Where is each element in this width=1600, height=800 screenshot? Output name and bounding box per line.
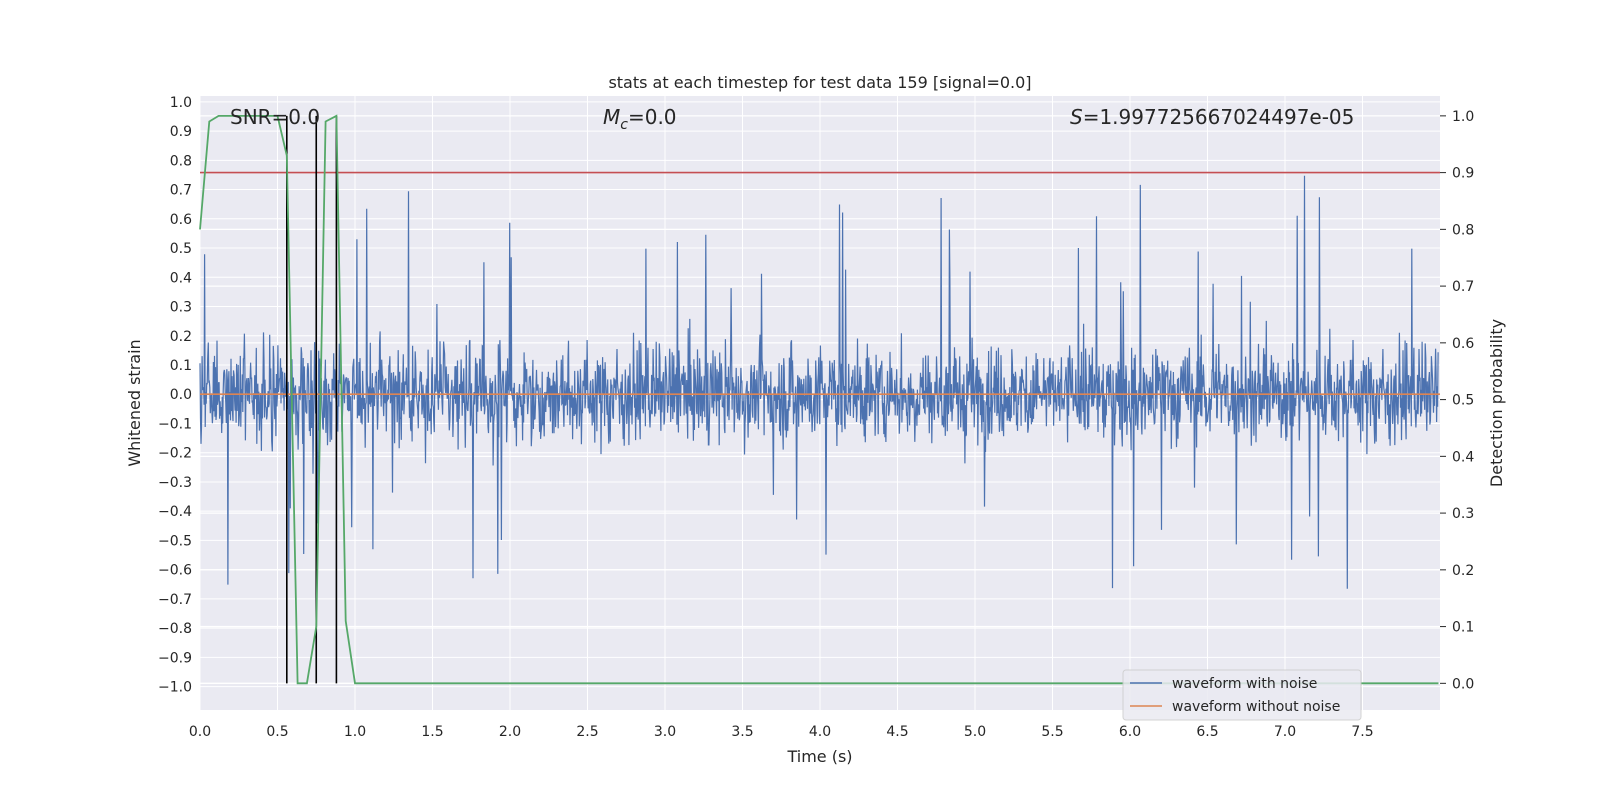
x-tick-label: 7.5 bbox=[1351, 724, 1373, 740]
x-tick-label: 5.5 bbox=[1041, 724, 1063, 740]
y-right-tick-label: 0.0 bbox=[1452, 676, 1474, 692]
y-left-tick-label: −0.3 bbox=[158, 475, 192, 491]
y-right-tick-label: 0.6 bbox=[1452, 336, 1474, 352]
y-left-tick-label: 1.0 bbox=[170, 95, 192, 111]
y-left-tick-label: 0.8 bbox=[170, 153, 192, 169]
s-annotation: S=1.997725667024497e-05 bbox=[1070, 105, 1354, 129]
y-axis-left-label: Whitened strain bbox=[125, 339, 144, 466]
x-tick-label: 7.0 bbox=[1274, 724, 1296, 740]
x-tick-label: 4.0 bbox=[809, 724, 831, 740]
x-tick-label: 3.0 bbox=[654, 724, 676, 740]
y-left-tick-label: −0.2 bbox=[158, 446, 192, 462]
waveform-with-noise-line bbox=[199, 175, 1439, 589]
legend: waveform with noise waveform without noi… bbox=[1122, 669, 1362, 721]
y-left-tick-label: 0.7 bbox=[170, 183, 192, 199]
y-left-tick-label: 0.6 bbox=[170, 212, 192, 228]
x-tick-label: 3.5 bbox=[731, 724, 753, 740]
x-tick-label: 5.0 bbox=[964, 724, 986, 740]
y-right-tick-label: 0.9 bbox=[1452, 166, 1474, 182]
snr-annotation: SNR=0.0 bbox=[230, 105, 320, 129]
y-left-tick-label: 0.1 bbox=[170, 358, 192, 374]
waveform-with-noise-series bbox=[199, 175, 1439, 589]
chart-title: stats at each timestep for test data 159… bbox=[608, 73, 1031, 92]
mc-value: =0.0 bbox=[628, 105, 677, 129]
y-left-tick-label: −0.4 bbox=[158, 504, 192, 520]
x-tick-label: 4.5 bbox=[886, 724, 908, 740]
x-tick-label: 0.5 bbox=[266, 724, 288, 740]
y-right-tick-label: 1.0 bbox=[1452, 109, 1474, 125]
x-tick-label: 1.0 bbox=[344, 724, 366, 740]
y-right-tick-label: 0.8 bbox=[1452, 222, 1474, 238]
x-tick-label: 2.0 bbox=[499, 724, 521, 740]
x-axis-ticks: 0.0 0.5 1.0 1.5 2.0 2.5 3.0 3.5 4.0 4.5 5.0 5.5 6.0 6… bbox=[189, 724, 1374, 740]
y-left-tick-label: −0.6 bbox=[158, 563, 192, 579]
legend-label-noise: waveform with noise bbox=[1172, 676, 1317, 692]
y-right-tick-label: 0.4 bbox=[1452, 449, 1474, 465]
s-value: =1.997725667024497e-05 bbox=[1083, 105, 1355, 129]
x-tick-label: 6.0 bbox=[1119, 724, 1141, 740]
detection-probability-line bbox=[199, 114, 1439, 685]
y-left-tick-label: −1.0 bbox=[158, 680, 192, 696]
x-tick-label: 6.5 bbox=[1196, 724, 1218, 740]
y-left-tick-label: 0.2 bbox=[170, 329, 192, 345]
legend-box bbox=[1122, 669, 1362, 721]
mc-symbol: M bbox=[603, 105, 620, 129]
legend-label-clean: waveform without noise bbox=[1172, 699, 1340, 715]
x-axis-label: Time (s) bbox=[786, 747, 852, 766]
y-axis-right-label: Detection probability bbox=[1487, 319, 1506, 487]
y-right-tick-label: 0.2 bbox=[1452, 563, 1474, 579]
y-left-tick-label: 0.3 bbox=[170, 300, 192, 316]
y-right-tick-label: 0.7 bbox=[1452, 279, 1474, 295]
y-left-tick-label: −0.9 bbox=[158, 650, 192, 666]
y-left-tick-label: −0.8 bbox=[158, 621, 192, 637]
x-tick-label: 1.5 bbox=[421, 724, 443, 740]
line-series bbox=[199, 114, 1440, 685]
y-left-tick-label: −0.1 bbox=[158, 416, 192, 432]
y-left-tick-label: 0.5 bbox=[170, 241, 192, 257]
s-symbol: S bbox=[1070, 105, 1083, 129]
y-right-tick-label: 0.3 bbox=[1452, 506, 1474, 522]
y-left-tick-label: 0.0 bbox=[170, 387, 192, 403]
y-right-tick-label: 0.5 bbox=[1452, 393, 1474, 409]
y-left-tick-label: 0.9 bbox=[170, 124, 192, 140]
y-right-tick-label: 0.1 bbox=[1452, 620, 1474, 636]
y-left-tick-label: −0.7 bbox=[158, 592, 192, 608]
x-tick-label: 2.5 bbox=[576, 724, 598, 740]
x-tick-label: 0.0 bbox=[189, 724, 211, 740]
y-left-tick-label: 0.4 bbox=[170, 270, 192, 286]
y-left-tick-label: −0.5 bbox=[158, 533, 192, 549]
y-axis-right-ticks: 1.0 0.9 0.8 0.7 0.6 0.5 0.4 0.3 0.2 0.1 0.0 bbox=[1440, 109, 1474, 692]
mc-subscript: c bbox=[620, 117, 628, 133]
y-axis-left-ticks: 1.0 0.9 0.8 0.7 0.6 0.5 0.4 0.3 0.2 0.1 0.0 −0.1 −0.… bbox=[158, 95, 192, 696]
chirp-mass-annotation: Mc=0.0 bbox=[603, 105, 677, 133]
